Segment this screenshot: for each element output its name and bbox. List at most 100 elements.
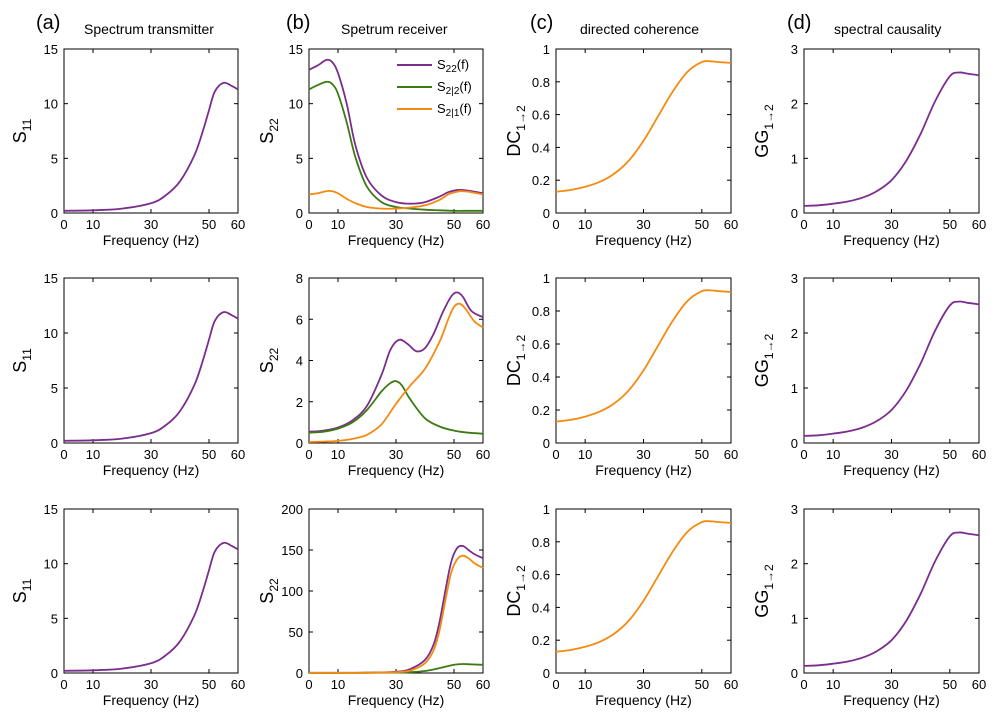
x-axis-label: Frequency (Hz) xyxy=(103,692,199,708)
legend-entry-sub: 22 xyxy=(446,64,458,75)
y-axis-label: S22 xyxy=(257,347,281,373)
x-tick-label: 30 xyxy=(144,677,158,692)
series-line-purple xyxy=(803,531,980,667)
y-axis-label-sub: 22 xyxy=(267,347,281,361)
x-tick-label: 10 xyxy=(578,217,592,232)
x-tick-label: 50 xyxy=(695,217,709,232)
x-tick-label: 10 xyxy=(826,677,840,692)
y-axis-label-sub: 11 xyxy=(20,578,34,591)
y-axis-label: DC1→2 xyxy=(504,105,528,157)
x-tick-label: 10 xyxy=(331,447,345,462)
y-tick-label: 2 xyxy=(791,326,798,341)
x-tick-label: 10 xyxy=(578,677,592,692)
y-tick-label: 0.8 xyxy=(532,535,550,550)
legend-entry-sub: 2|1 xyxy=(446,108,460,119)
y-axis-label-sub: 1→2 xyxy=(762,333,776,359)
x-axis-label: Frequency (Hz) xyxy=(843,232,939,248)
y-axis-label-main: S xyxy=(257,132,277,144)
y-tick-label: 0 xyxy=(296,206,303,221)
series-line-orange xyxy=(555,289,732,423)
series-line-purple xyxy=(63,81,239,212)
x-axis-label: Frequency (Hz) xyxy=(843,692,939,708)
y-axis-label: S22 xyxy=(257,118,281,144)
x-tick-label: 60 xyxy=(231,217,245,232)
panel-letter-c: (c) xyxy=(530,12,553,34)
x-tick-label: 60 xyxy=(724,447,738,462)
y-tick-label: 6 xyxy=(296,312,303,327)
y-axis-label: S11 xyxy=(10,578,34,603)
y-axis-label-main: GG xyxy=(752,130,772,158)
x-axis-label: Frequency (Hz) xyxy=(348,232,444,248)
x-tick-label: 50 xyxy=(695,447,709,462)
y-axis-label: GG1→2 xyxy=(752,333,776,387)
y-tick-label: 0.6 xyxy=(532,337,550,352)
x-tick-label: 30 xyxy=(144,447,158,462)
y-tick-label: 1 xyxy=(543,502,550,517)
x-tick-label: 50 xyxy=(202,677,216,692)
panel-r1-c: 0 10 30 50 60 0 0.2 0.4 0.6 0.8 1 Frequency (Hz) DC1… xyxy=(504,42,738,248)
y-tick-label: 0.4 xyxy=(532,600,550,615)
y-axis-label: GG1→2 xyxy=(752,104,776,158)
y-axis-label-main: S xyxy=(10,131,30,143)
y-tick-label: 15 xyxy=(44,42,58,57)
x-tick-label: 50 xyxy=(447,217,461,232)
x-tick-label: 0 xyxy=(305,677,312,692)
y-axis-label-sub: 11 xyxy=(20,118,34,131)
legend-entry: S2|1(f) xyxy=(437,101,472,119)
x-tick-label: 0 xyxy=(305,447,312,462)
x-axis-label: Frequency (Hz) xyxy=(348,692,444,708)
y-tick-label: 10 xyxy=(44,557,58,572)
y-tick-label: 0.2 xyxy=(532,403,550,418)
series-line-purple xyxy=(803,71,980,207)
y-axis-label-main: S xyxy=(257,592,277,604)
y-tick-label: 0 xyxy=(791,206,798,221)
y-tick-label: 10 xyxy=(289,97,303,112)
x-axis-label: Frequency (Hz) xyxy=(348,462,444,478)
x-tick-label: 50 xyxy=(202,217,216,232)
y-axis-label-main: DC xyxy=(504,131,524,157)
x-axis-label: Frequency (Hz) xyxy=(595,462,691,478)
y-axis-label-main: GG xyxy=(752,359,772,387)
x-tick-label: 0 xyxy=(305,217,312,232)
axes-box xyxy=(63,508,239,674)
y-axis-label-main: DC xyxy=(504,591,524,617)
x-tick-label: 60 xyxy=(476,217,490,232)
x-tick-label: 60 xyxy=(231,677,245,692)
panel-r3-c: 0 10 30 50 60 0 0.2 0.4 0.6 0.8 1 Frequency (Hz) DC1… xyxy=(504,502,738,708)
x-axis-label: Frequency (Hz) xyxy=(595,692,691,708)
x-tick-label: 60 xyxy=(724,217,738,232)
legend-entry-main: S xyxy=(437,79,446,94)
y-axis-label: DC1→2 xyxy=(504,565,528,617)
panel-r2-d: 0 10 30 50 60 0 1 2 3 Frequency (Hz) GG1→2 xyxy=(752,271,986,478)
x-tick-label: 0 xyxy=(800,447,807,462)
x-tick-label: 10 xyxy=(826,447,840,462)
y-axis-label-sub: 22 xyxy=(267,578,281,592)
x-tick-label: 60 xyxy=(724,677,738,692)
x-tick-label: 30 xyxy=(636,677,650,692)
y-tick-label: 0.6 xyxy=(532,568,550,583)
y-axis-label: GG1→2 xyxy=(752,564,776,618)
y-tick-label: 15 xyxy=(44,502,58,517)
x-tick-label: 60 xyxy=(972,677,986,692)
series-line-green xyxy=(308,80,483,212)
y-tick-label: 150 xyxy=(281,543,303,558)
x-tick-label: 0 xyxy=(60,217,67,232)
x-tick-label: 30 xyxy=(636,447,650,462)
y-tick-label: 0 xyxy=(791,666,798,681)
y-tick-label: 5 xyxy=(51,151,58,166)
panel-r2-c: 0 10 30 50 60 0 0.2 0.4 0.6 0.8 1 Frequency (Hz) DC1… xyxy=(504,271,738,478)
x-tick-label: 30 xyxy=(884,677,898,692)
series-line-purple xyxy=(308,291,484,433)
y-tick-label: 10 xyxy=(44,326,58,341)
y-axis-label-main: S xyxy=(10,361,30,373)
legend-entry-tail: (f) xyxy=(457,57,469,72)
axes-box xyxy=(63,277,239,444)
x-tick-label: 30 xyxy=(389,217,403,232)
y-tick-label: 1 xyxy=(791,611,798,626)
series-line-orange xyxy=(555,60,732,193)
y-tick-label: 0 xyxy=(296,666,303,681)
x-tick-label: 50 xyxy=(695,677,709,692)
y-tick-label: 15 xyxy=(44,271,58,286)
series-line-purple xyxy=(63,311,239,442)
